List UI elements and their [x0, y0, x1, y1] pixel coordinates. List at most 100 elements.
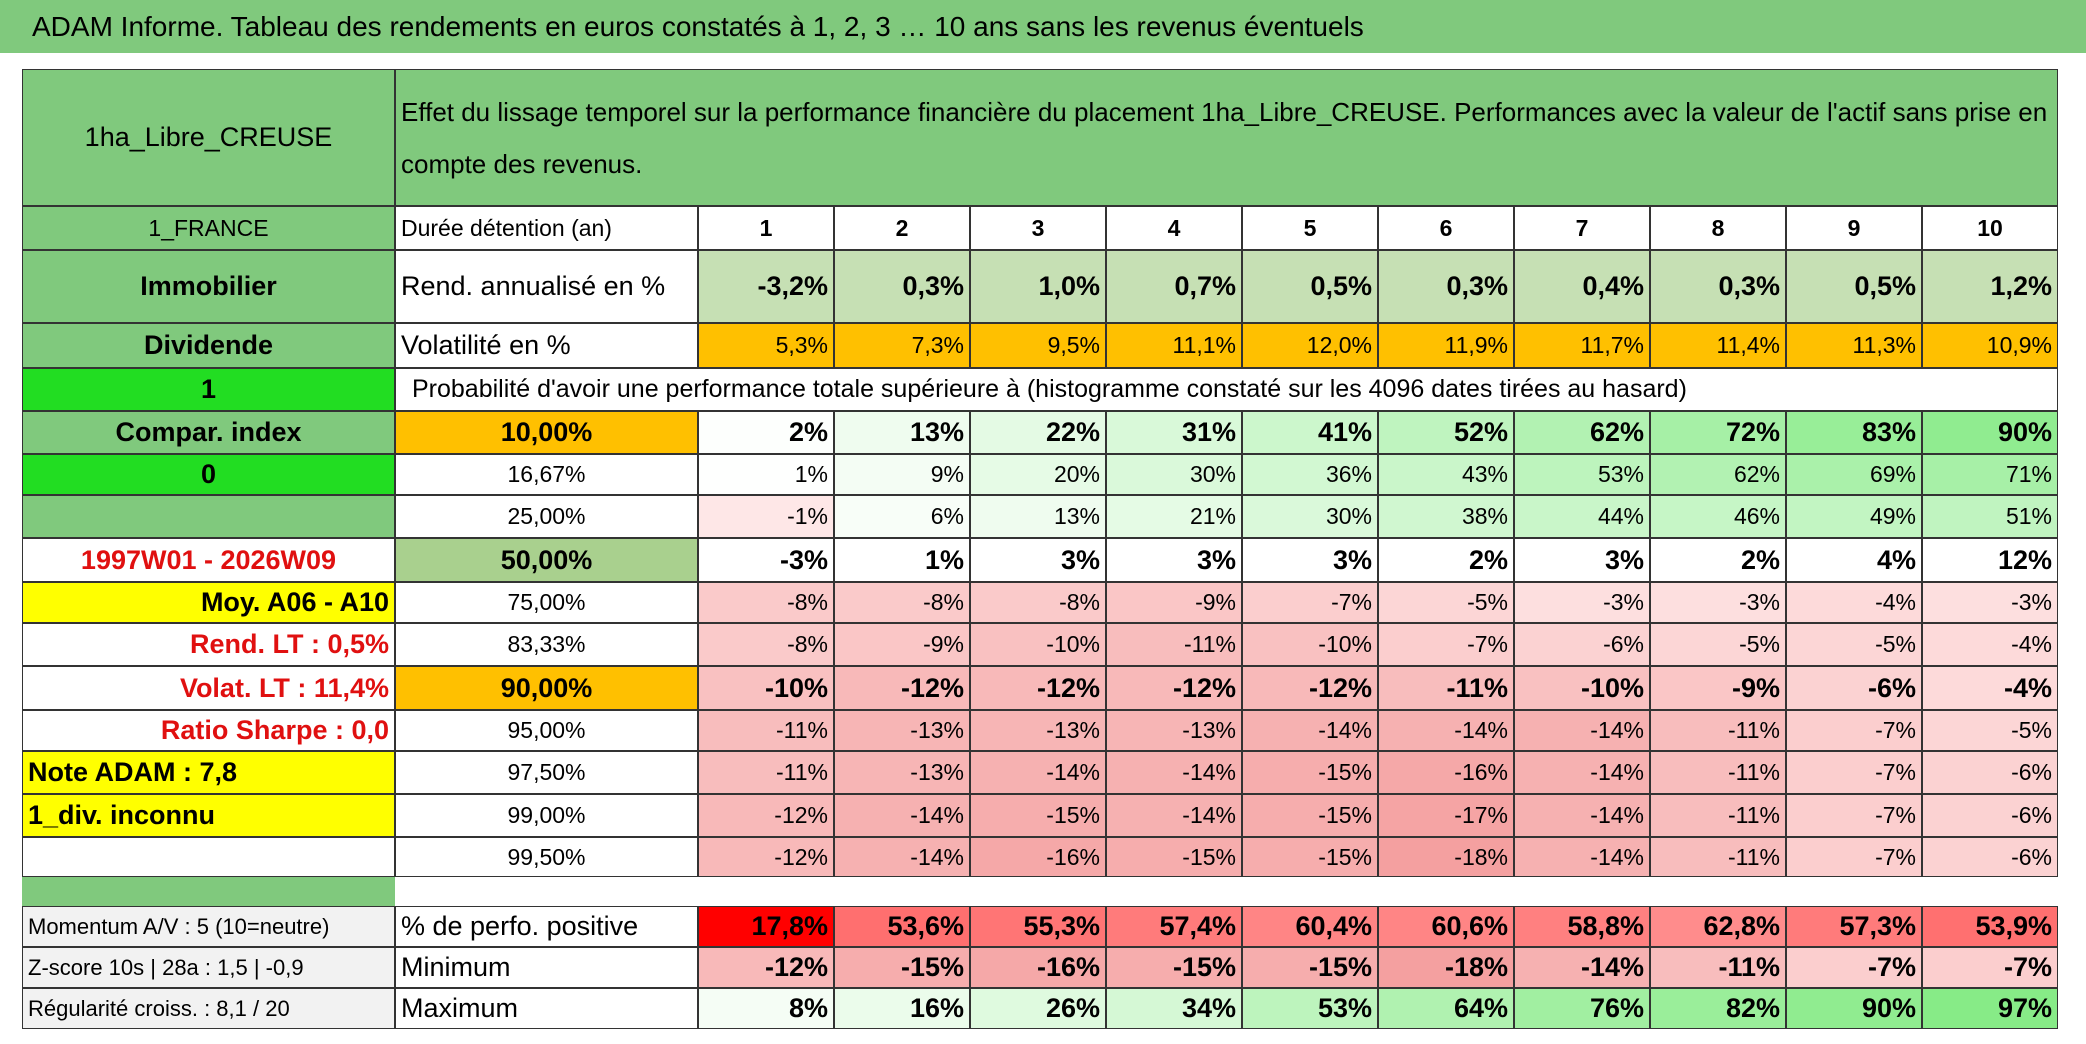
row-param: Rend. annualisé en %: [395, 250, 698, 323]
row-param: 10,00%: [395, 411, 698, 454]
summary-label: Z-score 10s | 28a : 1,5 | -0,9: [22, 947, 395, 988]
value-cell: 49%: [1786, 495, 1922, 538]
value-cell: 11,9%: [1378, 323, 1514, 368]
row-label: [22, 495, 395, 538]
value-cell: -16%: [970, 837, 1106, 877]
row-param: 16,67%: [395, 454, 698, 495]
value-cell: -12%: [834, 666, 970, 710]
value-cell: 2%: [1378, 538, 1514, 582]
value-cell: 3%: [1514, 538, 1650, 582]
value-cell: -15%: [1242, 947, 1378, 988]
row-label: 1: [22, 368, 395, 411]
summary-label: Régularité croiss. : 8,1 / 20: [22, 988, 395, 1029]
value-cell: -12%: [1106, 666, 1242, 710]
value-cell: 16%: [834, 988, 970, 1029]
value-cell: -15%: [1242, 751, 1378, 794]
value-cell: 2%: [698, 411, 834, 454]
value-cell: -9%: [1650, 666, 1786, 710]
value-cell: 57,3%: [1786, 906, 1922, 947]
value-cell: 69%: [1786, 454, 1922, 495]
value-cell: 72%: [1650, 411, 1786, 454]
row-label: 1_div. inconnu: [22, 794, 395, 837]
value-cell: -7%: [1786, 837, 1922, 877]
value-cell: 10: [1922, 206, 2058, 250]
value-cell: 62%: [1514, 411, 1650, 454]
summary-label: Momentum A/V : 5 (10=neutre): [22, 906, 395, 947]
value-cell: 41%: [1242, 411, 1378, 454]
row-param: 95,00%: [395, 710, 698, 751]
value-cell: 34%: [1106, 988, 1242, 1029]
row-param: 75,00%: [395, 582, 698, 623]
value-cell: 57,4%: [1106, 906, 1242, 947]
value-cell: -7%: [1786, 751, 1922, 794]
value-cell: 11,4%: [1650, 323, 1786, 368]
value-cell: -10%: [1242, 623, 1378, 666]
value-cell: 20%: [970, 454, 1106, 495]
value-cell: 82%: [1650, 988, 1786, 1029]
value-cell: -6%: [1922, 751, 2058, 794]
value-cell: -11%: [1650, 947, 1786, 988]
value-cell: 17,8%: [698, 906, 834, 947]
value-cell: -3%: [1650, 582, 1786, 623]
row-label: 0: [22, 454, 395, 495]
summary-param: Maximum: [395, 988, 698, 1029]
value-cell: 53%: [1514, 454, 1650, 495]
value-cell: 26%: [970, 988, 1106, 1029]
value-cell: -5%: [1378, 582, 1514, 623]
row-param: 83,33%: [395, 623, 698, 666]
value-cell: -7%: [1786, 710, 1922, 751]
value-cell: -12%: [698, 947, 834, 988]
value-cell: 43%: [1378, 454, 1514, 495]
value-cell: -12%: [1242, 666, 1378, 710]
summary-param: % de perfo. positive: [395, 906, 698, 947]
value-cell: 31%: [1106, 411, 1242, 454]
value-cell: 5: [1242, 206, 1378, 250]
value-cell: -17%: [1378, 794, 1514, 837]
row-label: Note ADAM : 7,8: [22, 751, 395, 794]
value-cell: 12%: [1922, 538, 2058, 582]
value-cell: 62%: [1650, 454, 1786, 495]
value-cell: -14%: [1378, 710, 1514, 751]
row-param: 90,00%: [395, 666, 698, 710]
value-cell: 9%: [834, 454, 970, 495]
value-cell: -8%: [970, 582, 1106, 623]
value-cell: -6%: [1922, 837, 2058, 877]
row-label: Dividende: [22, 323, 395, 368]
value-cell: 90%: [1922, 411, 2058, 454]
row-label: Immobilier: [22, 250, 395, 323]
value-cell: -14%: [1514, 794, 1650, 837]
row-param: 97,50%: [395, 751, 698, 794]
value-cell: -4%: [1786, 582, 1922, 623]
value-cell: 8: [1650, 206, 1786, 250]
value-cell: 4: [1106, 206, 1242, 250]
value-cell: -3%: [698, 538, 834, 582]
value-cell: -14%: [1514, 751, 1650, 794]
value-cell: 51%: [1922, 495, 2058, 538]
value-cell: 8%: [698, 988, 834, 1029]
value-cell: 0,5%: [1242, 250, 1378, 323]
value-cell: -4%: [1922, 623, 2058, 666]
value-cell: 44%: [1514, 495, 1650, 538]
value-cell: -15%: [834, 947, 970, 988]
row-param: 25,00%: [395, 495, 698, 538]
value-cell: -13%: [834, 710, 970, 751]
row-label: 1997W01 - 2026W09: [22, 538, 395, 582]
value-cell: 46%: [1650, 495, 1786, 538]
value-cell: 9: [1786, 206, 1922, 250]
value-cell: -7%: [1922, 947, 2058, 988]
value-cell: -6%: [1514, 623, 1650, 666]
title-bar: ADAM Informe. Tableau des rendements en …: [0, 0, 2086, 53]
row-param: 99,00%: [395, 794, 698, 837]
value-cell: 7: [1514, 206, 1650, 250]
value-cell: 0,3%: [834, 250, 970, 323]
value-cell: -1%: [698, 495, 834, 538]
value-cell: -8%: [834, 582, 970, 623]
value-cell: -13%: [834, 751, 970, 794]
value-cell: 36%: [1242, 454, 1378, 495]
value-cell: 60,4%: [1242, 906, 1378, 947]
row-label: 1_FRANCE: [22, 206, 395, 250]
value-cell: 97%: [1922, 988, 2058, 1029]
asset-name: 1ha_Libre_CREUSE: [22, 69, 395, 206]
row-label: Ratio Sharpe : 0,0: [22, 710, 395, 751]
value-cell: -15%: [1106, 837, 1242, 877]
